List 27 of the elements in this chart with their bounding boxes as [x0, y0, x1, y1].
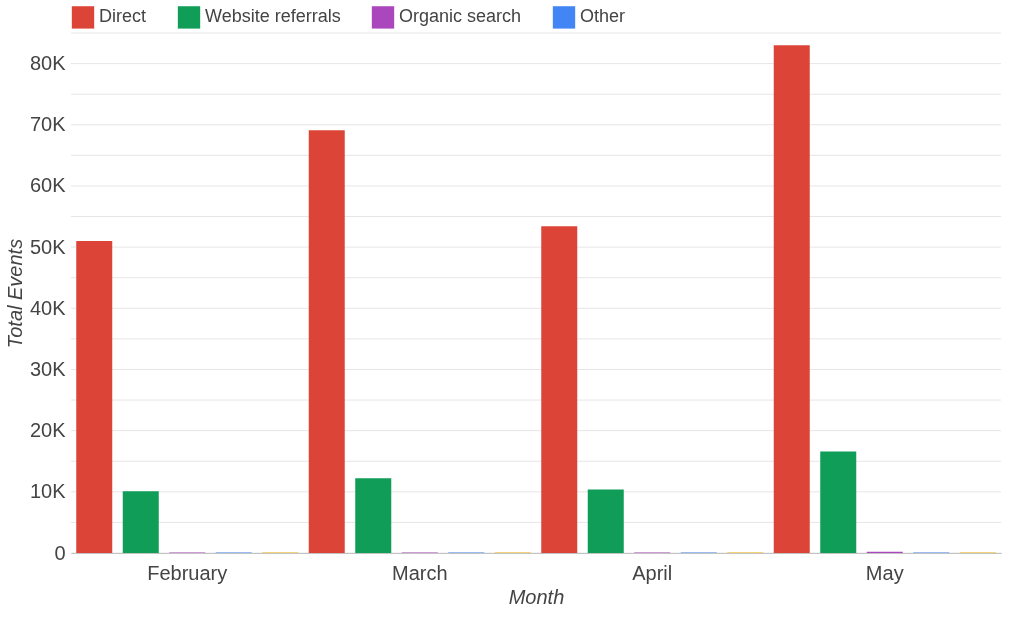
legend-label: Organic search [399, 6, 522, 27]
y-tick-label: 0 [54, 541, 66, 564]
y-tick-label: 30K [29, 357, 67, 380]
y-tick-label: 80K [29, 52, 67, 75]
y-tick-label: 60K [29, 174, 67, 197]
bar [587, 489, 624, 553]
bar [76, 241, 113, 553]
bar [122, 491, 159, 553]
y-axis-title: Total Events [3, 238, 26, 349]
x-tick-label: February [147, 561, 228, 584]
y-tick-label: 40K [29, 296, 67, 319]
x-axis-title: Month [508, 585, 565, 608]
y-tick-label: 50K [29, 235, 67, 258]
bar [308, 130, 345, 553]
bar [541, 226, 578, 553]
y-tick-label: 10K [29, 480, 67, 503]
y-tick-label: 20K [29, 419, 67, 442]
x-tick-label: March [391, 561, 448, 584]
x-tick-label: May [865, 561, 904, 584]
bar [773, 45, 810, 553]
bar [355, 478, 392, 553]
x-tick-label: April [632, 561, 673, 584]
legend-label: Direct [99, 6, 147, 27]
bar [820, 451, 857, 553]
y-tick-label: 70K [29, 113, 67, 136]
legend-label: Other [580, 6, 626, 27]
legend-label: Website referrals [205, 6, 341, 27]
